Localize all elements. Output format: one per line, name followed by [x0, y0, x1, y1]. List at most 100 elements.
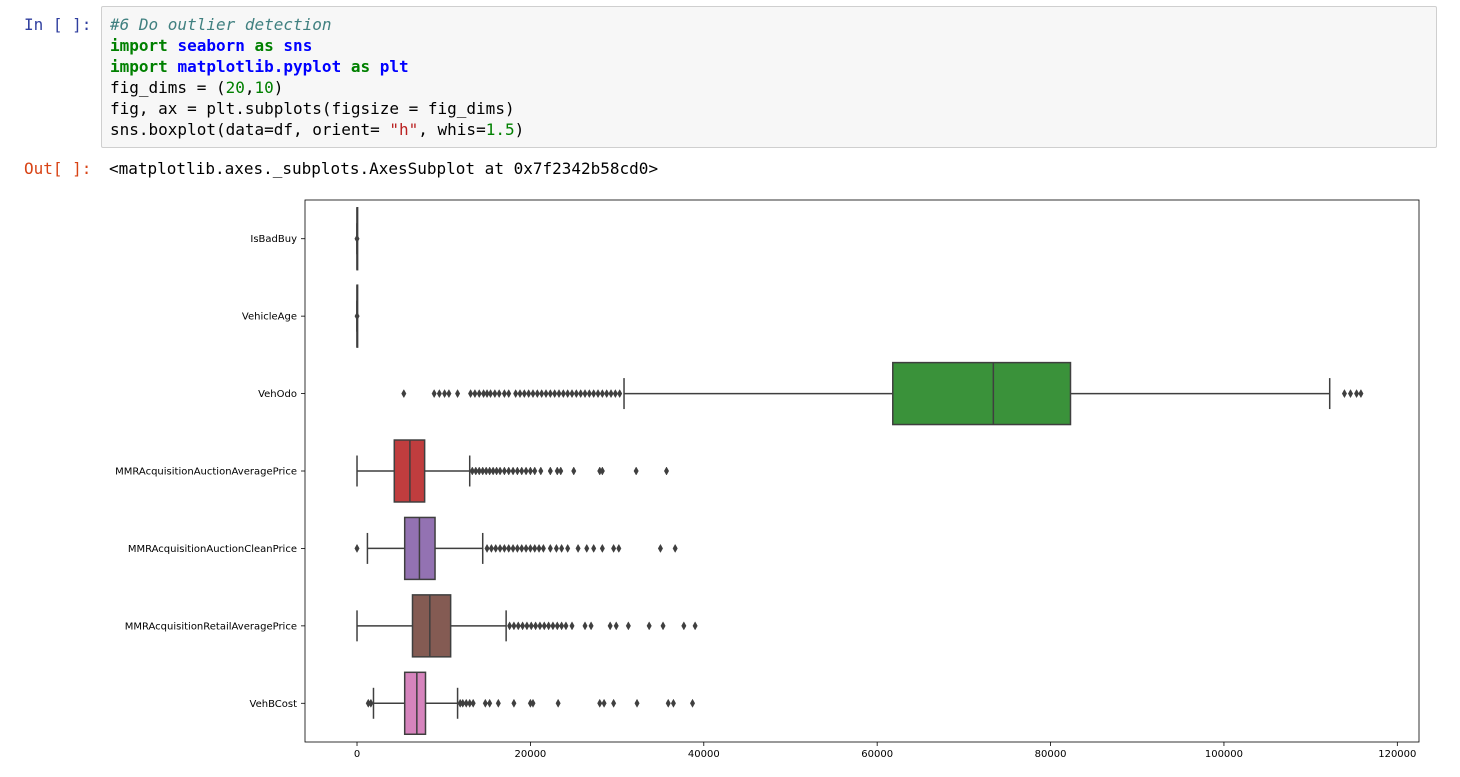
- outlier-point: [493, 543, 499, 553]
- outlier-point: [532, 466, 538, 476]
- outlier-point: [506, 389, 512, 399]
- outlier-point: [646, 621, 652, 631]
- outlier-point: [633, 466, 639, 476]
- outlier-point: [472, 389, 478, 399]
- outlier-point: [578, 389, 584, 399]
- outlier-point: [501, 389, 507, 399]
- code-string: "h": [389, 120, 419, 139]
- code-text: ): [514, 120, 525, 139]
- outlier-point: [510, 466, 516, 476]
- outlier-point: [552, 389, 558, 399]
- code-number: 10: [254, 78, 274, 97]
- outlier-point: [586, 389, 592, 399]
- outlier-point: [501, 466, 507, 476]
- outlier-point: [611, 543, 617, 553]
- outlier-point: [484, 543, 490, 553]
- outlier-point: [511, 621, 517, 631]
- outlier-point: [554, 466, 560, 476]
- outlier-point: [547, 543, 553, 553]
- outlier-point: [487, 389, 494, 399]
- outlier-point: [563, 621, 569, 631]
- outlier-point: [530, 698, 536, 708]
- outlier-point: [515, 621, 521, 631]
- y-tick-label: VehOdo: [258, 389, 297, 400]
- outlier-point: [520, 621, 526, 631]
- outlier-point: [543, 389, 549, 399]
- outlier-point: [436, 389, 442, 399]
- outlier-point: [565, 543, 571, 553]
- y-tick-label: MMRAcquisitionRetailAveragePrice: [125, 621, 297, 632]
- code-cell[interactable]: #6 Do outlier detection import seaborn a…: [101, 6, 1437, 148]
- outlier-point: [554, 621, 560, 631]
- outlier-point: [538, 466, 544, 476]
- outlier-point: [599, 389, 605, 399]
- outlier-point: [540, 543, 546, 553]
- outlier-point: [692, 621, 698, 631]
- outlier-point: [497, 466, 503, 476]
- outlier-point: [501, 543, 507, 553]
- outlier-point: [599, 543, 605, 553]
- outlier-point: [558, 466, 564, 476]
- outlier-point: [460, 698, 466, 708]
- code-line-2: import seaborn as sns: [110, 35, 1428, 56]
- outlier-point: [539, 389, 545, 399]
- outlier-point: [528, 621, 534, 631]
- outlier-point: [481, 389, 487, 399]
- outlier-point: [560, 389, 566, 399]
- outlier-point: [368, 698, 374, 708]
- outlier-point: [591, 389, 597, 399]
- code-text: fig, ax = plt.subplots(figsize = fig_dim…: [110, 99, 515, 118]
- outlier-point: [519, 543, 525, 553]
- outlier-point: [607, 621, 613, 631]
- outlier-point: [547, 466, 553, 476]
- outlier-point: [495, 698, 501, 708]
- outlier-point: [573, 389, 579, 399]
- outlier-point: [1354, 389, 1360, 399]
- y-tick-label: MMRAcquisitionAuctionAveragePrice: [115, 467, 297, 478]
- outlier-point: [484, 389, 490, 399]
- outlier-point: [550, 621, 556, 631]
- outlier-point: [354, 234, 360, 244]
- outlier-point: [555, 698, 561, 708]
- code-alias: sns: [283, 36, 313, 55]
- x-tick-label: 80000: [1035, 749, 1067, 760]
- outlier-point: [513, 389, 519, 399]
- outlier-point: [492, 389, 498, 399]
- code-comment: #6 Do outlier detection: [110, 15, 332, 34]
- code-line-4: fig_dims = (20,10): [110, 77, 1428, 98]
- outlier-point: [470, 698, 476, 708]
- y-tick-label: VehicleAge: [242, 312, 297, 323]
- outlier-point: [507, 621, 513, 631]
- outlier-point: [401, 389, 407, 399]
- outlier-point: [569, 621, 575, 631]
- outlier-point: [1341, 389, 1347, 399]
- code-keyword: as: [254, 36, 274, 55]
- box: [403, 671, 427, 736]
- outlier-point: [534, 389, 540, 399]
- y-tick-label: VehBCost: [250, 699, 298, 710]
- outlier-point: [514, 543, 520, 553]
- outlier-point: [559, 621, 565, 631]
- outlier-point: [530, 389, 536, 399]
- x-tick-label: 100000: [1205, 749, 1243, 760]
- code-text: , whis=: [418, 120, 486, 139]
- outlier-point: [1358, 389, 1364, 399]
- outlier-point: [670, 698, 676, 708]
- outlier-point: [523, 466, 529, 476]
- outlier-point: [689, 698, 696, 708]
- outlier-point: [617, 389, 623, 399]
- outlier-point: [546, 621, 552, 631]
- outlier-point: [514, 466, 520, 476]
- outlier-point: [480, 466, 486, 476]
- outlier-point: [476, 389, 482, 399]
- box: [411, 594, 452, 658]
- outlier-point: [601, 698, 607, 708]
- outlier-point: [625, 621, 631, 631]
- code-number: 20: [225, 78, 245, 97]
- outlier-point: [463, 698, 469, 708]
- input-prompt: In [ ]:: [24, 15, 92, 34]
- outlier-point: [575, 543, 581, 553]
- outlier-point: [523, 543, 529, 553]
- outlier-point: [565, 389, 571, 399]
